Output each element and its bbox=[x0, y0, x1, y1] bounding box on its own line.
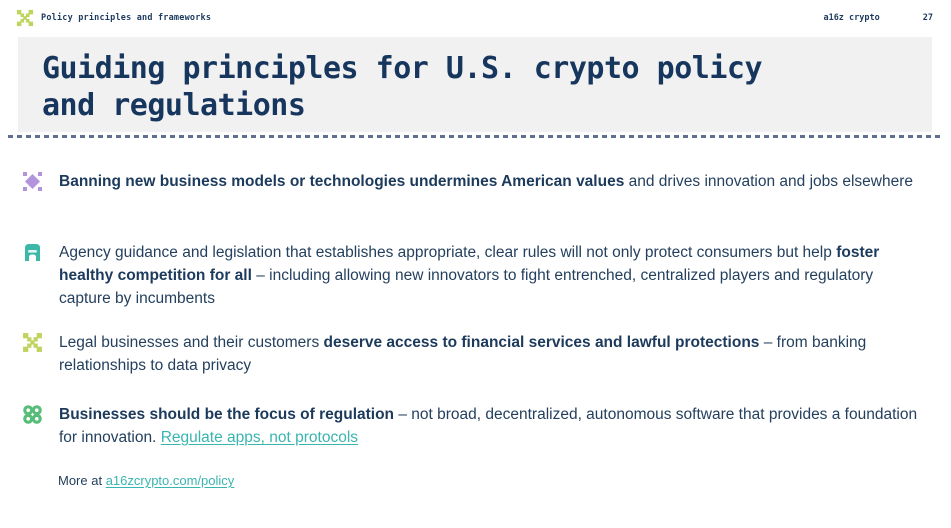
bullet-text: Legal businesses and their customers des… bbox=[59, 334, 867, 374]
dashed-divider bbox=[8, 135, 944, 138]
bullet-focus-of-regulation: Businesses should be the focus of regula… bbox=[22, 403, 920, 449]
slide-title: Guiding principles for U.S. crypto polic… bbox=[42, 51, 763, 123]
bullet-agency-guidance: Agency guidance and legislation that est… bbox=[22, 241, 920, 310]
arch-a-icon bbox=[25, 244, 40, 261]
policy-site-link[interactable]: a16zcrypto.com/policy bbox=[105, 473, 235, 488]
bullet-text: Agency guidance and legislation that est… bbox=[59, 244, 880, 307]
page-number: 27 bbox=[922, 13, 933, 23]
section-kicker: Policy principles and frameworks bbox=[41, 13, 212, 23]
a16z-pixel-x-logo-icon bbox=[16, 9, 34, 27]
slide-header: Policy principles and frameworks a16z cr… bbox=[16, 8, 933, 28]
bullet-legal-businesses: Legal businesses and their customers des… bbox=[22, 331, 920, 377]
more-at-line: More at a16zcrypto.com/policy bbox=[58, 473, 235, 488]
bullet-text: Businesses should be the focus of regula… bbox=[59, 406, 918, 446]
quad-rings-icon bbox=[23, 405, 42, 424]
title-block: Guiding principles for U.S. crypto polic… bbox=[18, 37, 932, 132]
regulate-apps-link[interactable]: Regulate apps, not protocols bbox=[160, 429, 359, 446]
bullet-text: Banning new business models or technolog… bbox=[59, 173, 913, 190]
pixel-diamond-icon bbox=[23, 172, 42, 191]
pixel-x-icon bbox=[23, 333, 42, 352]
brand-label: a16z crypto bbox=[823, 13, 880, 23]
bullet-banning: Banning new business models or technolog… bbox=[22, 170, 920, 193]
